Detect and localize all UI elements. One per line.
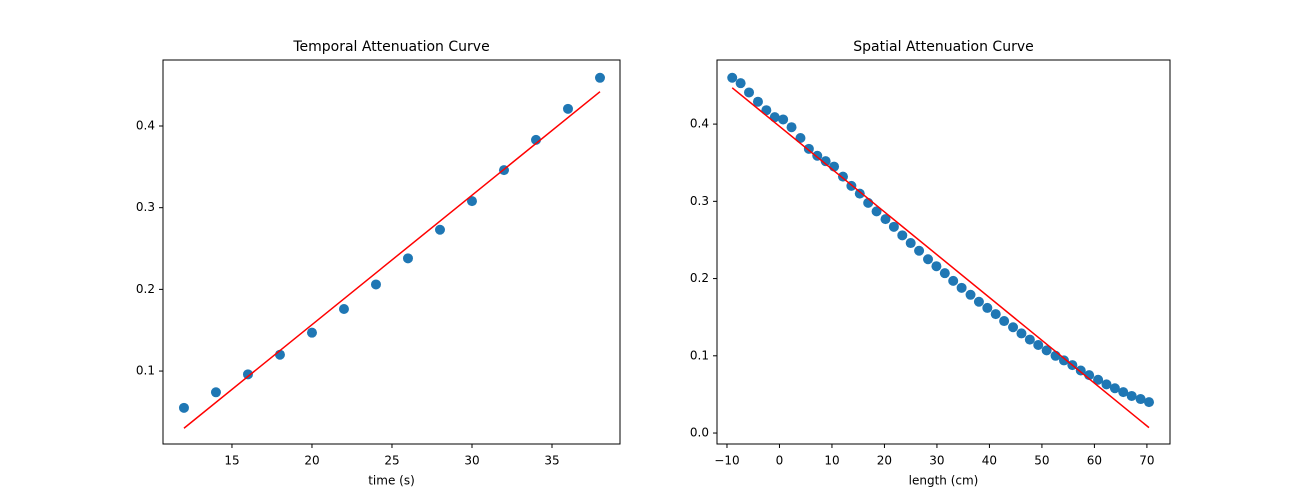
point bbox=[1126, 390, 1137, 401]
chart-title: Spatial Attenuation Curve bbox=[853, 39, 1033, 55]
point bbox=[965, 289, 976, 300]
point bbox=[897, 230, 908, 241]
point bbox=[999, 316, 1010, 327]
point bbox=[1075, 365, 1086, 376]
point bbox=[990, 309, 1001, 320]
point bbox=[466, 196, 477, 207]
fit-line bbox=[731, 87, 1150, 429]
chart-title: Temporal Attenuation Curve bbox=[292, 39, 489, 55]
point bbox=[778, 114, 789, 125]
point bbox=[306, 327, 317, 338]
point bbox=[982, 302, 993, 313]
x-tick-label: 0 bbox=[776, 454, 784, 468]
point bbox=[854, 188, 865, 199]
x-tick-label: 10 bbox=[824, 454, 839, 468]
point bbox=[178, 402, 189, 413]
point bbox=[1093, 374, 1104, 385]
point bbox=[1058, 355, 1069, 366]
x-axis-label: time (s) bbox=[368, 474, 415, 488]
point bbox=[402, 253, 413, 264]
point bbox=[562, 103, 573, 114]
point bbox=[338, 303, 349, 314]
point bbox=[1101, 379, 1112, 390]
point bbox=[888, 221, 899, 232]
point bbox=[939, 268, 950, 279]
point bbox=[1033, 339, 1044, 350]
point bbox=[871, 206, 882, 217]
point bbox=[752, 96, 763, 107]
x-tick-label: −10 bbox=[714, 454, 739, 468]
x-axis-label: length (cm) bbox=[909, 474, 979, 488]
point bbox=[210, 387, 221, 398]
fit-line bbox=[183, 91, 601, 429]
point bbox=[1041, 345, 1052, 356]
point bbox=[434, 224, 445, 235]
plot-frame bbox=[716, 59, 1171, 445]
point bbox=[923, 254, 934, 265]
x-tick-label: 40 bbox=[982, 454, 997, 468]
y-tick-label: 0.1 bbox=[690, 348, 709, 362]
point bbox=[242, 369, 253, 380]
y-tick-label: 0.2 bbox=[136, 282, 155, 296]
x-tick-label: 15 bbox=[224, 454, 239, 468]
point bbox=[727, 72, 738, 83]
y-tick-label: 0.1 bbox=[136, 364, 155, 378]
x-tick-label: 20 bbox=[877, 454, 892, 468]
point bbox=[786, 122, 797, 133]
x-tick-label: 50 bbox=[1034, 454, 1049, 468]
x-tick-label: 25 bbox=[384, 454, 399, 468]
point bbox=[1118, 387, 1129, 398]
y-tick-label: 0.3 bbox=[136, 200, 155, 214]
point bbox=[820, 156, 831, 167]
point bbox=[744, 87, 755, 98]
point bbox=[837, 171, 848, 182]
point bbox=[1008, 322, 1019, 333]
y-tick-label: 0.4 bbox=[690, 117, 709, 131]
point bbox=[956, 282, 967, 293]
x-tick-label: 60 bbox=[1087, 454, 1102, 468]
y-tick-label: 0.3 bbox=[690, 194, 709, 208]
x-tick-label: 30 bbox=[929, 454, 944, 468]
point bbox=[769, 112, 780, 123]
point bbox=[594, 72, 605, 83]
point bbox=[1135, 394, 1146, 405]
plot-frame bbox=[162, 59, 621, 445]
x-tick-label: 70 bbox=[1139, 454, 1154, 468]
point bbox=[914, 245, 925, 256]
point bbox=[1024, 334, 1035, 345]
point bbox=[973, 296, 984, 307]
y-tick-label: 0.2 bbox=[690, 271, 709, 285]
x-tick-label: 30 bbox=[464, 454, 479, 468]
point bbox=[735, 78, 746, 89]
x-tick-label: 35 bbox=[544, 454, 559, 468]
point bbox=[931, 261, 942, 272]
point bbox=[1109, 383, 1120, 394]
point bbox=[370, 279, 381, 290]
x-tick-label: 20 bbox=[304, 454, 319, 468]
point bbox=[803, 143, 814, 154]
point bbox=[905, 238, 916, 249]
point bbox=[948, 275, 959, 286]
point bbox=[1144, 397, 1155, 408]
point bbox=[880, 214, 891, 225]
point bbox=[1016, 328, 1027, 339]
y-tick-label: 0.4 bbox=[136, 119, 155, 133]
y-tick-label: 0.0 bbox=[690, 426, 709, 440]
